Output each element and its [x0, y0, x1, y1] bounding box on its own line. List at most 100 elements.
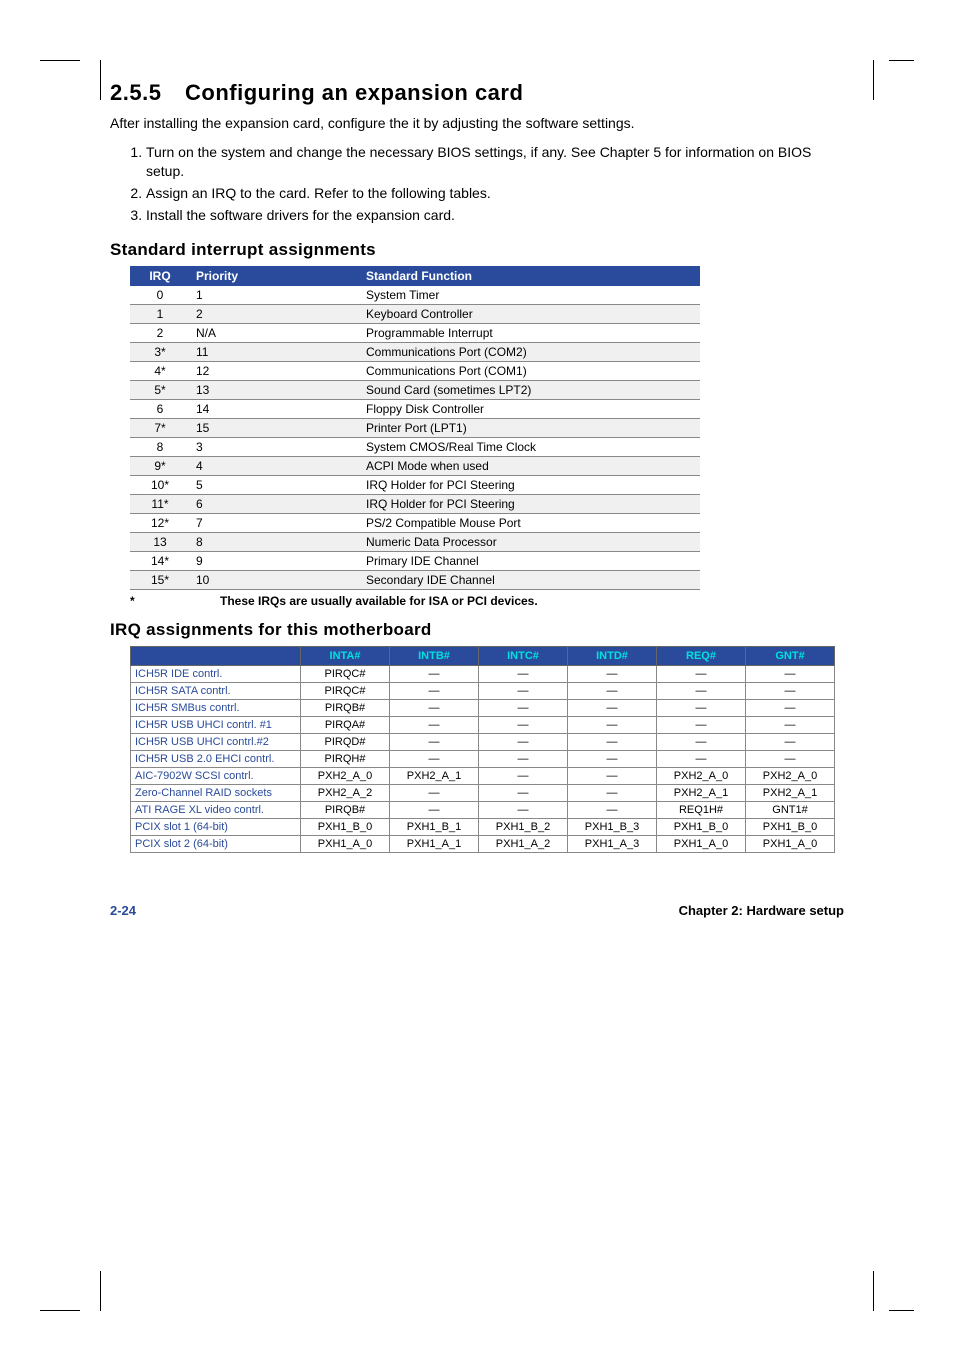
section-title: 2.5.5Configuring an expansion card	[110, 80, 844, 106]
irq-cell: PS/2 Compatible Mouse Port	[360, 514, 700, 533]
assign-cell: —	[479, 666, 568, 683]
irq-cell: 8	[130, 438, 190, 457]
assign-row: ICH5R SATA contrl.PIRQC#—————	[131, 683, 835, 700]
assign-cell: —	[657, 700, 746, 717]
irq-cell: 13	[130, 533, 190, 552]
irq-row: 9*4ACPI Mode when used	[130, 457, 700, 476]
assign-cell: GNT1#	[746, 802, 835, 819]
assign-cell: PXH2_A_1	[390, 768, 479, 785]
assign-cell: —	[479, 734, 568, 751]
irq-row: 01System Timer	[130, 286, 700, 305]
section-number: 2.5.5	[110, 80, 185, 106]
assign-cell: —	[390, 802, 479, 819]
irq-cell: 12*	[130, 514, 190, 533]
irq-cell: 14	[190, 400, 360, 419]
assign-cell: —	[390, 734, 479, 751]
assign-cell: PXH1_B_0	[746, 819, 835, 836]
footnote-text: These IRQs are usually available for ISA…	[220, 594, 538, 608]
assign-cell: PXH2_A_0	[301, 768, 390, 785]
assign-cell: PXH1_A_0	[301, 836, 390, 853]
assign-cell: —	[390, 717, 479, 734]
irq-heading: Standard interrupt assignments	[110, 240, 844, 260]
step-item: Install the software drivers for the exp…	[146, 206, 844, 225]
irq-cell: Communications Port (COM1)	[360, 362, 700, 381]
assign-cell: —	[568, 751, 657, 768]
irq-cell: System Timer	[360, 286, 700, 305]
assign-heading: IRQ assignments for this motherboard	[110, 620, 844, 640]
irq-row: 12Keyboard Controller	[130, 305, 700, 324]
assign-cell: PXH1_A_0	[657, 836, 746, 853]
assign-cell: —	[479, 717, 568, 734]
assign-cell: PIRQD#	[301, 734, 390, 751]
assign-col-header: INTB#	[390, 647, 479, 666]
assign-row: ICH5R USB UHCI contrl. #1PIRQA#—————	[131, 717, 835, 734]
assign-cell: PIRQA#	[301, 717, 390, 734]
irq-cell: 4	[190, 457, 360, 476]
assign-cell: —	[657, 666, 746, 683]
irq-cell: 1	[130, 305, 190, 324]
irq-cell: 12	[190, 362, 360, 381]
assign-cell: —	[657, 683, 746, 700]
step-item: Assign an IRQ to the card. Refer to the …	[146, 184, 844, 203]
assign-cell: PXH2_A_2	[301, 785, 390, 802]
irq-row: 10*5IRQ Holder for PCI Steering	[130, 476, 700, 495]
irq-col-header: IRQ	[130, 266, 190, 286]
assign-cell: ICH5R SMBus contrl.	[131, 700, 301, 717]
assign-row: PCIX slot 1 (64-bit)PXH1_B_0PXH1_B_1PXH1…	[131, 819, 835, 836]
assign-cell: —	[568, 717, 657, 734]
assign-cell: —	[479, 683, 568, 700]
irq-cell: 6	[190, 495, 360, 514]
irq-cell: Communications Port (COM2)	[360, 343, 700, 362]
assign-cell: —	[479, 751, 568, 768]
assign-cell: PCIX slot 1 (64-bit)	[131, 819, 301, 836]
assign-cell: —	[568, 734, 657, 751]
assign-cell: —	[568, 802, 657, 819]
assign-cell: ICH5R IDE contrl.	[131, 666, 301, 683]
irq-row: 7*15Printer Port (LPT1)	[130, 419, 700, 438]
irq-row: 14*9Primary IDE Channel	[130, 552, 700, 571]
assign-cell: AIC-7902W SCSI contrl.	[131, 768, 301, 785]
irq-cell: Numeric Data Processor	[360, 533, 700, 552]
irq-cell: 15	[190, 419, 360, 438]
irq-cell: 8	[190, 533, 360, 552]
assign-col-header	[131, 647, 301, 666]
assign-row: PCIX slot 2 (64-bit)PXH1_A_0PXH1_A_1PXH1…	[131, 836, 835, 853]
assign-cell: PXH1_B_0	[657, 819, 746, 836]
assign-cell: —	[657, 734, 746, 751]
assign-cell: PXH2_A_0	[657, 768, 746, 785]
assign-col-header: INTA#	[301, 647, 390, 666]
assign-row: AIC-7902W SCSI contrl.PXH2_A_0PXH2_A_1——…	[131, 768, 835, 785]
irq-cell: System CMOS/Real Time Clock	[360, 438, 700, 457]
assign-cell: —	[746, 700, 835, 717]
assign-cell: —	[568, 666, 657, 683]
irq-cell: 4*	[130, 362, 190, 381]
assign-col-header: INTC#	[479, 647, 568, 666]
assign-cell: —	[568, 768, 657, 785]
irq-row: 2N/AProgrammable Interrupt	[130, 324, 700, 343]
assign-cell: —	[479, 785, 568, 802]
irq-cell: 11	[190, 343, 360, 362]
page-footer: 2-24 Chapter 2: Hardware setup	[110, 903, 844, 918]
assign-cell: PXH1_B_2	[479, 819, 568, 836]
footnote-star: *	[130, 594, 220, 608]
irq-row: 614Floppy Disk Controller	[130, 400, 700, 419]
assign-row: ICH5R IDE contrl.PIRQC#—————	[131, 666, 835, 683]
step-item: Turn on the system and change the necess…	[146, 143, 844, 181]
irq-cell: Secondary IDE Channel	[360, 571, 700, 590]
assign-cell: —	[568, 785, 657, 802]
assign-cell: —	[746, 734, 835, 751]
irq-cell: 5	[190, 476, 360, 495]
assign-cell: PXH1_A_2	[479, 836, 568, 853]
assign-cell: PXH1_B_0	[301, 819, 390, 836]
assign-cell: PXH1_A_3	[568, 836, 657, 853]
section-title-text: Configuring an expansion card	[185, 80, 523, 105]
assign-cell: —	[390, 666, 479, 683]
irq-cell: 10	[190, 571, 360, 590]
steps-list: Turn on the system and change the necess…	[110, 143, 844, 225]
assign-cell: Zero-Channel RAID sockets	[131, 785, 301, 802]
irq-cell: 15*	[130, 571, 190, 590]
assign-cell: REQ1H#	[657, 802, 746, 819]
irq-cell: 5*	[130, 381, 190, 400]
irq-cell: 1	[190, 286, 360, 305]
irq-row: 3*11Communications Port (COM2)	[130, 343, 700, 362]
